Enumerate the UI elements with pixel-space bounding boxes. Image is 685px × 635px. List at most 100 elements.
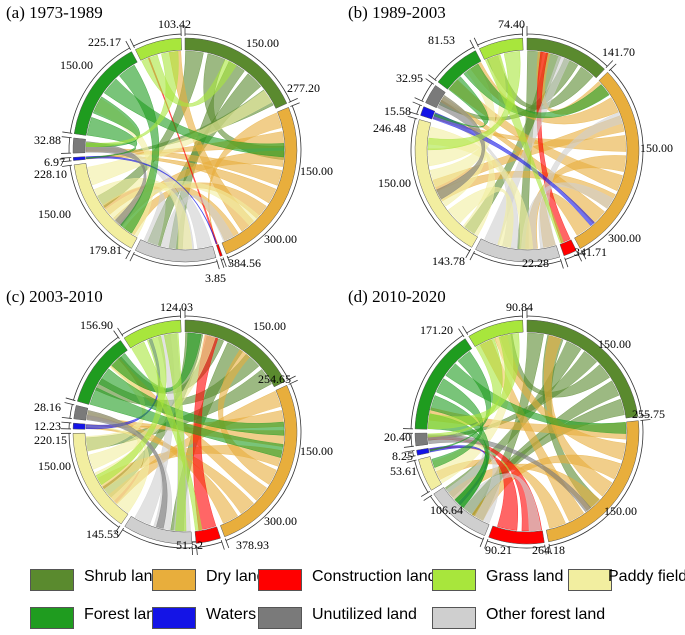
legend-label-dry: Dry land	[206, 568, 266, 585]
label-a-9: 228.10	[34, 167, 67, 181]
arc-forest	[414, 338, 473, 430]
label-a-5: 384.56	[228, 256, 261, 270]
legend-swatch-shrub	[30, 569, 74, 591]
label-d-10: 171.20	[420, 323, 453, 337]
label-b-5: 22.28	[522, 256, 549, 270]
axis-ring-dry	[581, 69, 644, 253]
axis-ring-grass	[133, 33, 182, 47]
tick-waters-1	[412, 101, 423, 107]
tick-paddy-1	[407, 115, 418, 120]
axis-ring-other_forest	[430, 495, 484, 540]
arc-construction	[216, 243, 223, 257]
chord-unutilized-to-other_forest	[86, 410, 168, 529]
tick-dry-1	[224, 538, 230, 549]
label-d-4: 264.18	[532, 543, 565, 555]
arc-paddy	[72, 432, 129, 525]
label-b-9: 15.58	[384, 104, 411, 118]
label-d-2: 255.75	[632, 407, 665, 421]
label-a-10: 6.97	[44, 155, 65, 169]
axis-ring-forest	[73, 336, 119, 401]
tick-waters-1	[61, 157, 72, 159]
chord-grass-to-paddy	[427, 51, 521, 151]
label-c-10: 12.23	[34, 419, 61, 433]
tick-paddy-0	[465, 248, 472, 259]
arc-waters	[416, 447, 430, 456]
label-d-3: 150.00	[604, 504, 637, 518]
label-b-1: 141.70	[602, 45, 635, 59]
legend-swatch-unutilized	[258, 607, 302, 629]
legend-swatch-grass	[432, 569, 476, 591]
label-d-5: 90.21	[485, 543, 512, 555]
arc-paddy	[414, 119, 478, 248]
tick-unutilized-1	[64, 402, 75, 406]
label-a-2: 277.20	[287, 81, 320, 95]
arc-shrub	[526, 37, 605, 79]
chord-forest-to-dry	[98, 368, 285, 436]
tick-unutilized-0	[414, 97, 424, 103]
tick-other_forest-0	[479, 537, 485, 547]
chord-grass-to-paddy	[95, 335, 167, 486]
chord-dry-to-shrub	[543, 335, 613, 497]
arc-waters	[72, 156, 86, 161]
arc-paddy	[73, 163, 138, 249]
tick-construction-0	[220, 539, 225, 550]
label-c-3: 150.00	[300, 444, 333, 458]
legend-swatch-construction	[258, 569, 302, 591]
tick-construction-0	[222, 257, 227, 268]
axis-ring-other_forest	[473, 252, 562, 267]
axis-ring-other_forest	[133, 253, 218, 267]
arc-forest	[73, 51, 138, 136]
chord-paddy-to-other_forest	[447, 186, 514, 248]
label-b-7: 150.00	[378, 176, 411, 190]
axis-ring-other_forest	[122, 529, 193, 549]
tick-other_forest-1	[129, 251, 135, 262]
tick-other_forest-0	[216, 259, 220, 270]
arc-shrub	[184, 37, 288, 109]
legend-label-forest: Forest land	[84, 606, 165, 623]
chord-ribbons-2	[85, 332, 285, 532]
label-c-2: 254.65	[258, 372, 291, 386]
tick-waters-0	[405, 455, 416, 459]
chord-panel-1	[407, 26, 644, 269]
label-a-3: 150.00	[300, 164, 333, 178]
chord-waters-to-construction	[86, 155, 218, 245]
arc-other_forest	[475, 238, 561, 263]
tick-unutilized-1	[425, 78, 435, 85]
arc-unutilized	[414, 432, 429, 447]
axis-ring-paddy	[410, 118, 470, 252]
chord-grass-to-construction	[485, 54, 564, 244]
arc-waters	[72, 422, 86, 430]
chord-panel-3	[403, 308, 651, 555]
axis-ring-unutilized	[68, 137, 71, 154]
legend-swatch-forest	[30, 607, 74, 629]
arc-construction	[194, 526, 221, 544]
tick-paddy-0	[125, 249, 131, 260]
label-a-13: 225.17	[88, 35, 121, 49]
arc-shrub	[184, 319, 286, 388]
label-a-12: 150.00	[60, 58, 93, 72]
arc-dry	[220, 384, 298, 538]
tick-paddy-1	[406, 459, 417, 463]
label-c-0: 124.03	[160, 300, 193, 314]
tick-forest-1	[469, 39, 475, 49]
chord-grass-to-forest	[427, 333, 520, 429]
label-a-6: 3.85	[205, 271, 226, 285]
tick-shrub-1	[286, 375, 296, 381]
chord-paddy-to-other_forest	[93, 177, 193, 250]
axis-ring-unutilized	[410, 433, 413, 447]
axis-ring-unutilized	[69, 404, 73, 419]
legend-swatch-waters	[152, 607, 196, 629]
axis-ring-grass	[466, 315, 523, 334]
tick-forest-0	[428, 74, 437, 82]
label-c-4: 300.00	[264, 514, 297, 528]
tick-grass-0	[462, 325, 469, 335]
tick-dry-0	[290, 102, 300, 107]
chord-grass-to-other_forest	[163, 333, 187, 532]
tick-waters-1	[61, 421, 72, 424]
tick-forest-1	[125, 40, 131, 51]
legend: Shrub land Dry land Construction land Gr…	[0, 555, 685, 635]
tick-dry-1	[226, 255, 232, 266]
legend-label-waters: Waters	[206, 606, 257, 623]
axis-ring-shrub	[184, 315, 289, 380]
arc-other_forest	[134, 239, 217, 263]
